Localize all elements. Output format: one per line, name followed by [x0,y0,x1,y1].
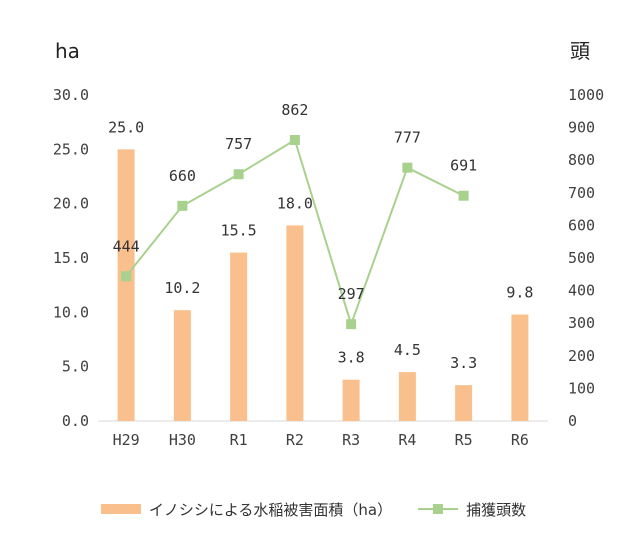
legend-label-damage-area: イノシシによる水稲被害面積（ha） [148,500,393,519]
right-axis-ticks: 0 100 200 300 400 500 600 700 800 900 1000 [568,86,604,430]
legend-bar-swatch [100,504,141,514]
bar [511,314,529,421]
left-axis-unit: ha [55,39,80,63]
bar-data-labels: 25.0 10.2 15.5 18.0 3.8 4.5 3.3 9.8 [108,118,533,372]
line-data-label: 862 [281,101,308,119]
right-tick-label: 600 [568,216,595,234]
right-tick-label: 0 [568,412,577,430]
legend: イノシシによる水稲被害面積（ha） 捕獲頭数 [0,497,627,521]
line-data-label: 777 [394,129,421,147]
right-tick-label: 700 [568,184,595,202]
line-marker [458,190,469,201]
right-tick-label: 500 [568,249,595,267]
left-tick-label: 15.0 [53,249,89,267]
bar [398,372,416,421]
bar [173,310,191,421]
bar [230,252,248,421]
line-data-labels: 444 660 757 862 297 777 691 [113,101,478,303]
x-tick-label: H29 [113,431,140,449]
x-tick-label: R4 [398,431,416,449]
left-tick-label: 10.0 [53,303,89,321]
left-tick-label: 0.0 [62,412,89,430]
right-tick-label: 900 [568,119,595,137]
line-data-label: 444 [113,237,140,255]
x-tick-label: R5 [455,431,473,449]
x-tick-label: R6 [511,431,529,449]
x-tick-label: R3 [342,431,360,449]
line-marker [177,200,188,211]
bar [455,385,473,421]
line-marker [402,162,413,173]
line-marker [346,319,357,330]
line-marker [289,134,300,145]
bar [342,379,360,421]
line-marker [233,169,244,180]
left-tick-label: 5.0 [62,358,89,376]
x-tick-label: H30 [169,431,196,449]
right-axis-unit: 頭 [570,39,590,63]
right-tick-label: 400 [568,282,595,300]
line-data-label: 660 [169,167,196,185]
left-tick-label: 20.0 [53,195,89,213]
bar-data-label: 10.2 [164,279,200,297]
bar-data-label: 3.3 [450,354,477,372]
legend-item-capture-count: 捕獲頭数 [418,499,526,520]
legend-label-capture-count: 捕獲頭数 [466,500,527,519]
bar-data-label: 9.8 [506,284,533,302]
line-data-label: 297 [338,285,365,303]
bar-data-label: 4.5 [394,341,421,359]
right-tick-label: 200 [568,347,595,365]
bar-data-label: 15.5 [221,222,257,240]
line-marker [121,271,132,282]
legend-line-swatch [418,504,459,514]
line-data-label: 691 [450,157,477,175]
right-tick-label: 800 [568,151,595,169]
bar-series [117,149,529,422]
left-tick-label: 25.0 [53,140,89,158]
line-series [121,134,469,330]
right-tick-label: 100 [568,379,595,397]
bar [117,149,135,422]
line-data-label: 757 [225,135,252,153]
right-tick-label: 1000 [568,86,604,104]
x-tick-label: R2 [286,431,304,449]
bar-data-label: 18.0 [277,194,313,212]
x-tick-label: R1 [230,431,248,449]
bar-data-label: 3.8 [338,349,365,367]
right-tick-label: 300 [568,314,595,332]
left-tick-label: 30.0 [53,86,89,104]
bar-data-label: 25.0 [108,118,144,136]
bar [286,225,304,421]
left-axis-ticks: 0.0 5.0 10.0 15.0 20.0 25.0 30.0 [53,86,89,430]
legend-item-damage-area: イノシシによる水稲被害面積（ha） [100,499,393,520]
x-axis-tick-labels: H29 H30 R1 R2 R3 R4 R5 R6 [113,431,529,449]
